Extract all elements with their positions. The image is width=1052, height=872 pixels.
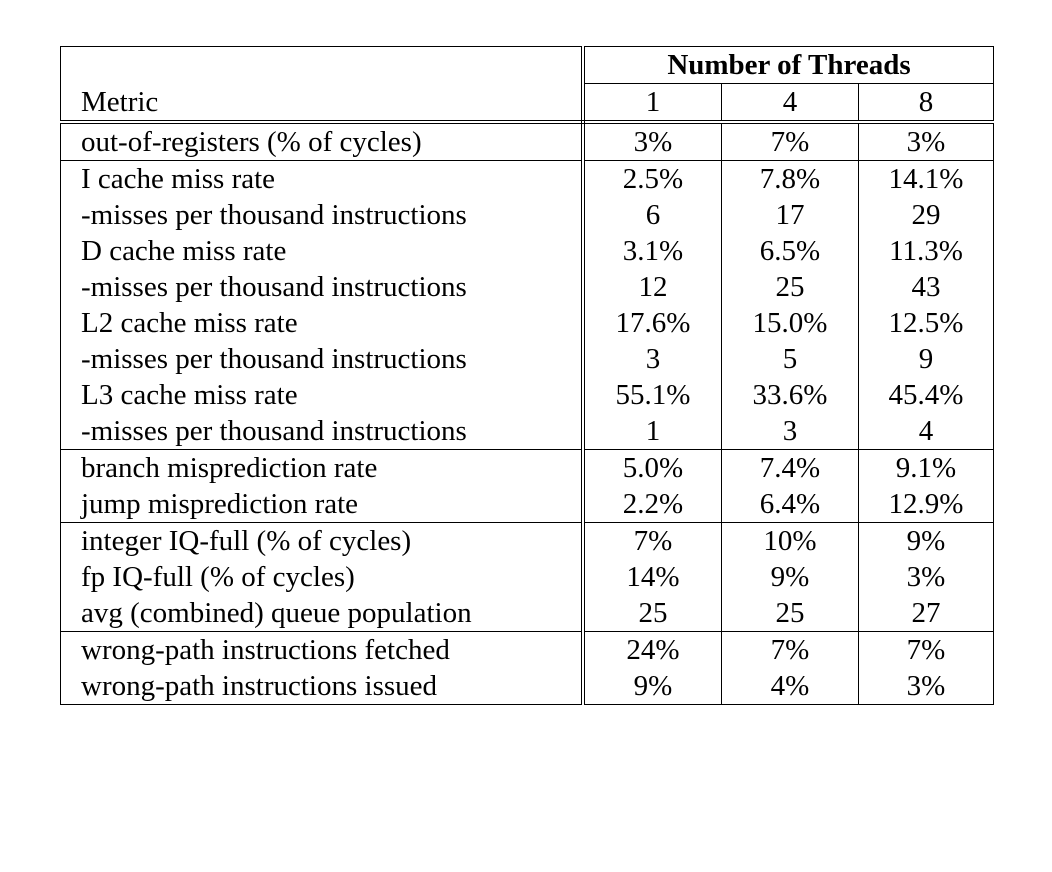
value-cell-threads-8: 11.3% (858, 233, 994, 269)
value-cell-threads-4: 6.5% (721, 233, 859, 269)
value-cell-threads-1: 55.1% (615, 379, 691, 411)
value-cell-threads-8: 45.4% (858, 377, 994, 413)
value-cell-threads-1: 2.2% (622, 488, 684, 520)
table-row: -misses per thousand instructions 6 17 29 (60, 197, 994, 233)
value-cell-threads-8: 9% (858, 522, 994, 559)
value-cell-threads-8: 3% (858, 668, 994, 705)
metric-label: I cache miss rate (60, 160, 585, 197)
metric-label: wrong-path instructions issued (60, 668, 585, 705)
metric-label: -misses per thousand instructions (60, 197, 585, 233)
value-cell-threads-1: 14% (626, 561, 680, 593)
threads-group-header: Number of Threads (583, 46, 994, 84)
table-row: fp IQ-full (% of cycles) 14% 9% 3% (60, 559, 994, 595)
value-cell-threads-8: 7% (858, 631, 994, 668)
value-cell-threads-1: 5.0% (583, 449, 722, 486)
value-cell-threads-4: 7.4% (721, 449, 859, 486)
value-cell-threads-4: 7.8% (721, 160, 859, 197)
table-header: Number of Threads Metric 1 4 8 (60, 46, 994, 124)
value-cell-threads-1: 6 (645, 199, 661, 231)
value-cell-threads-4: 17 (721, 197, 859, 233)
value-cell-threads-4: 3 (721, 413, 859, 450)
value-cell-threads-4: 9% (721, 559, 859, 595)
table-row: L3 cache miss rate 55.1% 33.6% 45.4% (60, 377, 994, 413)
value-cell-threads-8: 3% (858, 559, 994, 595)
thread-count-header-4: 4 (721, 83, 859, 124)
table-row: wrong-path instructions issued 9% 4% 3% (60, 668, 994, 705)
header-row-group: Number of Threads (60, 46, 994, 84)
value-cell-threads-8: 9.1% (858, 449, 994, 486)
value-cell-threads-8: 12.5% (858, 305, 994, 341)
value-cell-threads-1: 3% (633, 126, 673, 158)
metrics-table: Number of Threads Metric 1 4 8 out-of-re… (60, 46, 994, 705)
value-cell-threads-1: 3.1% (622, 235, 684, 267)
value-cell-threads-1: 3 (645, 343, 661, 375)
value-cell-threads-4: 7% (721, 631, 859, 668)
metric-label: -misses per thousand instructions (60, 413, 585, 450)
table-row: jump misprediction rate 2.2% 6.4% 12.9% (60, 486, 994, 523)
value-cell-threads-1: 17.6% (615, 307, 691, 339)
metric-label: L3 cache miss rate (60, 377, 585, 413)
table-row: D cache miss rate 3.1% 6.5% 11.3% (60, 233, 994, 269)
value-cell-threads-1: 1 (645, 415, 661, 447)
table-row: branch misprediction rate 5.0% 7.4% 9.1% (60, 449, 994, 486)
metric-label: fp IQ-full (% of cycles) (60, 559, 585, 595)
value-cell-threads-4: 25 (721, 269, 859, 305)
value-cell-threads-4: 5 (721, 341, 859, 377)
value-cell-threads-4: 25 (721, 595, 859, 632)
table-row: -misses per thousand instructions 3 5 9 (60, 341, 994, 377)
header-row-columns: Metric 1 4 8 (60, 83, 994, 124)
table-body: out-of-registers (% of cycles) 3% 7% 3% I ca… (60, 122, 994, 705)
value-cell-threads-4: 6.4% (721, 486, 859, 523)
value-cell-threads-4: 33.6% (721, 377, 859, 413)
table-row: avg (combined) queue population 25 25 27 (60, 595, 994, 632)
metric-column-header: Metric (60, 83, 585, 124)
table-row: integer IQ-full (% of cycles) 7% 10% 9% (60, 522, 994, 559)
value-cell-threads-8: 4 (858, 413, 994, 450)
thread-count-header-1: 1 (583, 83, 722, 124)
value-cell-threads-4: 15.0% (721, 305, 859, 341)
value-cell-threads-1: 7% (583, 522, 722, 559)
value-cell-threads-8: 14.1% (858, 160, 994, 197)
metric-label: L2 cache miss rate (60, 305, 585, 341)
value-cell-threads-8: 12.9% (858, 486, 994, 523)
table-row: -misses per thousand instructions 1 3 4 (60, 413, 994, 450)
value-cell-threads-1: 2.5% (583, 160, 722, 197)
metric-label: D cache miss rate (60, 233, 585, 269)
value-cell-threads-8: 29 (858, 197, 994, 233)
value-cell-threads-4: 7% (721, 122, 859, 161)
metric-label: wrong-path instructions fetched (60, 631, 585, 668)
value-cell-threads-4: 10% (721, 522, 859, 559)
value-cell-threads-8: 43 (858, 269, 994, 305)
table-row: wrong-path instructions fetched 24% 7% 7% (60, 631, 994, 668)
table-row: I cache miss rate 2.5% 7.8% 14.1% (60, 160, 994, 197)
value-cell-threads-8: 27 (858, 595, 994, 632)
table-row: -misses per thousand instructions 12 25 43 (60, 269, 994, 305)
value-cell-threads-4: 4% (721, 668, 859, 705)
thread-count-header-8: 8 (858, 83, 994, 124)
table-row: L2 cache miss rate 17.6% 15.0% 12.5% (60, 305, 994, 341)
value-cell-threads-1: 25 (638, 597, 668, 629)
metric-label: out-of-registers (% of cycles) (60, 122, 585, 161)
value-cell-threads-1: 9% (583, 668, 722, 705)
metric-label: avg (combined) queue population (60, 595, 585, 632)
value-cell-threads-8: 3% (858, 122, 994, 161)
metric-label: integer IQ-full (% of cycles) (60, 522, 585, 559)
metric-label: branch misprediction rate (60, 449, 585, 486)
header-empty-cell (60, 46, 585, 84)
table-row: out-of-registers (% of cycles) 3% 7% 3% (60, 122, 994, 161)
value-cell-threads-8: 9 (858, 341, 994, 377)
metric-label: -misses per thousand instructions (60, 341, 585, 377)
value-cell-threads-1: 24% (583, 631, 722, 668)
metric-label: -misses per thousand instructions (60, 269, 585, 305)
value-cell-threads-1: 12 (638, 271, 668, 303)
metric-label: jump misprediction rate (60, 486, 585, 523)
